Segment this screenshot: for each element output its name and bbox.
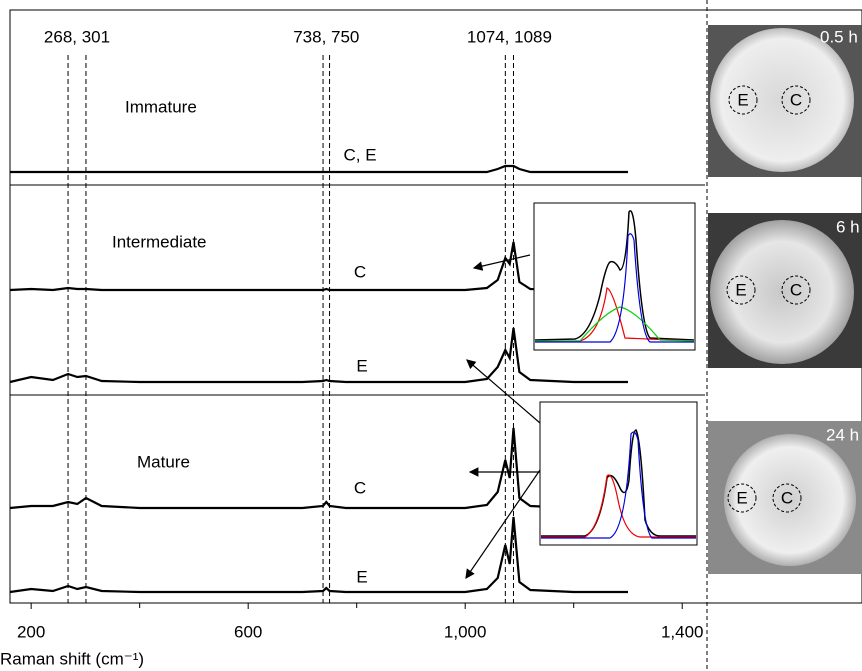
series-label: C bbox=[354, 262, 366, 281]
marker-label: C bbox=[781, 488, 793, 507]
arrows bbox=[465, 254, 541, 579]
peak-label: 268, 301 bbox=[44, 27, 110, 46]
spectrum bbox=[10, 164, 628, 174]
time-label: 0.5 h bbox=[820, 27, 858, 46]
x-tick-label: 200 bbox=[17, 622, 45, 641]
series-label: C, E bbox=[343, 145, 376, 164]
x-tick-label: 1,000 bbox=[444, 622, 487, 641]
inset-intermediate bbox=[533, 202, 696, 351]
x-tick-label: 1,400 bbox=[661, 622, 704, 641]
inset-mature bbox=[539, 401, 698, 546]
micrograph: 24 h E C bbox=[708, 421, 862, 574]
marker-label: E bbox=[735, 280, 746, 299]
peak-label: 1074, 1089 bbox=[467, 27, 552, 46]
spectrum bbox=[9, 427, 628, 510]
series-label: E bbox=[356, 567, 367, 586]
time-label: 24 h bbox=[826, 425, 859, 444]
marker-label: E bbox=[736, 488, 747, 507]
marker-label: C bbox=[790, 280, 802, 299]
marker-label: E bbox=[737, 90, 748, 109]
series-label: C bbox=[354, 478, 366, 497]
x-tick-label: 600 bbox=[234, 622, 262, 641]
spectra-plot: 200 600 1,000 1,400 268, 301 738, 750 1074, 10… bbox=[9, 27, 704, 641]
micrograph: 6 h E C bbox=[708, 213, 862, 368]
micrograph: 0.5 h E C bbox=[708, 25, 862, 177]
series-label: E bbox=[356, 356, 367, 375]
time-label: 6 h bbox=[836, 217, 860, 236]
x-axis-label: Raman shift (cm⁻¹) bbox=[0, 649, 144, 668]
spectrum bbox=[9, 516, 628, 594]
spectrum bbox=[9, 327, 628, 384]
panel-label: Mature bbox=[137, 452, 190, 471]
frame bbox=[9, 9, 862, 604]
marker-label: C bbox=[790, 90, 802, 109]
spectrum bbox=[9, 241, 628, 292]
panel-label: Immature bbox=[125, 97, 197, 116]
panel-label: Intermediate bbox=[112, 232, 207, 251]
peak-label: 738, 750 bbox=[293, 27, 359, 46]
